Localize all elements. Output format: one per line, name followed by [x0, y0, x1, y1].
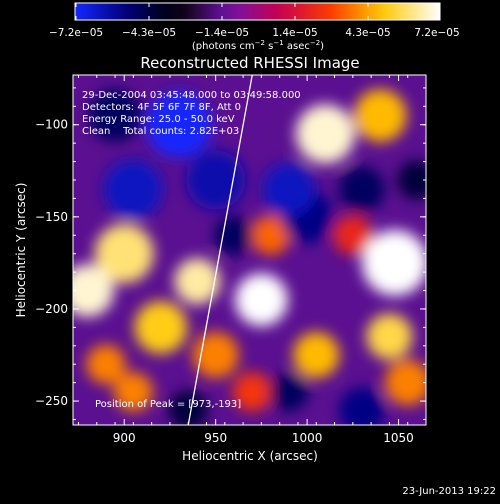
x-tick-label: 1050 [383, 431, 414, 445]
colorbar-tick-label: 4.3e−05 [345, 27, 390, 39]
plot-frame [72, 74, 427, 426]
emission-blob [73, 264, 114, 317]
emission-blob [174, 258, 221, 305]
generation-date: 23-Jun-2013 19:22 [402, 486, 496, 497]
emission-blob [338, 387, 386, 425]
emission-blob [146, 91, 213, 158]
x-tick-label: 1000 [292, 431, 323, 445]
emission-blob [366, 313, 413, 360]
x-tick-label: 950 [204, 431, 227, 445]
colorbar-gradient [74, 2, 441, 21]
emission-blobs [73, 89, 426, 425]
colorbar-tick-label: −4.3e−05 [122, 27, 176, 39]
emission-blob [134, 301, 188, 354]
x-tick-label: 900 [113, 431, 136, 445]
emission-blob [384, 359, 426, 406]
y-tick-label: −100 [35, 118, 68, 132]
emission-blob [103, 159, 163, 219]
emission-blob [361, 229, 426, 296]
emission-blob [269, 372, 309, 412]
colorbar-tick-label: 7.2e−05 [414, 27, 459, 39]
colorbar-ticks [75, 3, 438, 20]
emission-blob [338, 166, 386, 213]
colorbar-tick-label: −7.2e−05 [49, 27, 103, 39]
y-tick-label: −150 [35, 210, 68, 224]
y-tick-label: −200 [35, 302, 68, 316]
time-range-annotation: 29-Dec-2004 03:45:48.000 to 03:49:58.000 [82, 90, 301, 101]
emission-blob [353, 89, 407, 142]
image-area [73, 75, 426, 425]
emission-blob [295, 104, 356, 164]
emission-blob [214, 215, 254, 256]
emission-blob [262, 162, 316, 216]
detectors-annotation: Detectors: 4F 5F 6F 7F 8F, Att 0 [82, 102, 241, 113]
emission-blob [333, 215, 373, 256]
emission-blob [192, 331, 239, 379]
x-axis-label: Heliocentric X (arcsec) [182, 449, 318, 463]
colorbar: −7.2e−05 −4.3e−05 −1.4e−05 1.4e−05 4.3e−… [49, 2, 460, 52]
peak-annotation: Position of Peak = [973,-193] [95, 399, 241, 410]
colorbar-tick-label: −1.4e−05 [195, 27, 249, 39]
energy-annotation: Energy Range: 25.0 - 50.0 keV [82, 114, 235, 125]
emission-blob [88, 89, 142, 142]
emission-blob [397, 160, 426, 200]
emission-blob [250, 215, 291, 256]
emission-blob [94, 224, 154, 284]
emission-blob [168, 390, 208, 425]
emission-blob [293, 331, 340, 379]
axis-ticks [73, 75, 427, 425]
clean-annotation: Clean Total counts: 2.82E+03 [82, 126, 239, 137]
chart-title: Reconstructed RHESSI Image [140, 54, 359, 72]
colorbar-tick-label: 1.4e−05 [272, 27, 317, 39]
y-tick-label: −250 [35, 394, 68, 408]
emission-blob [113, 372, 154, 412]
emission-blob [86, 344, 126, 384]
colorbar-unit-label: (photons cm−2 s−1 asec−2) [192, 39, 324, 52]
solar-limb-line [187, 74, 253, 426]
emission-blob [235, 273, 288, 327]
emission-blob [232, 372, 272, 412]
y-axis-label: Heliocentric Y (arcsec) [14, 183, 28, 318]
